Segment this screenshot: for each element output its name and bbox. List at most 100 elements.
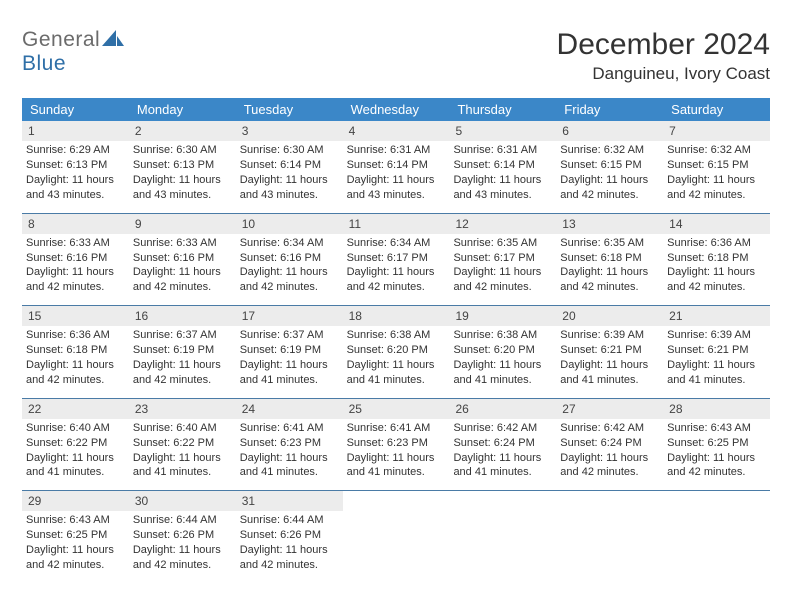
day-cell: [343, 491, 450, 583]
day-body: Sunrise: 6:38 AMSunset: 6:20 PMDaylight:…: [343, 326, 450, 397]
daylight-line: Daylight: 11 hours and 41 minutes.: [667, 358, 766, 388]
sunset-line: Sunset: 6:23 PM: [347, 436, 446, 451]
day-cell: 2Sunrise: 6:30 AMSunset: 6:13 PMDaylight…: [129, 121, 236, 213]
weekday-header: Monday: [129, 98, 236, 121]
weekday-header: Saturday: [663, 98, 770, 121]
day-body: Sunrise: 6:42 AMSunset: 6:24 PMDaylight:…: [449, 419, 556, 490]
month-title: December 2024: [557, 28, 770, 62]
sunrise-line: Sunrise: 6:41 AM: [347, 421, 446, 436]
day-number: 10: [236, 214, 343, 234]
day-body: Sunrise: 6:39 AMSunset: 6:21 PMDaylight:…: [663, 326, 770, 397]
day-cell: 23Sunrise: 6:40 AMSunset: 6:22 PMDayligh…: [129, 399, 236, 491]
day-body: Sunrise: 6:33 AMSunset: 6:16 PMDaylight:…: [22, 234, 129, 305]
daylight-line: Daylight: 11 hours and 42 minutes.: [667, 173, 766, 203]
day-number: 18: [343, 306, 450, 326]
day-cell: 7Sunrise: 6:32 AMSunset: 6:15 PMDaylight…: [663, 121, 770, 213]
day-cell: 16Sunrise: 6:37 AMSunset: 6:19 PMDayligh…: [129, 306, 236, 398]
sunset-line: Sunset: 6:24 PM: [453, 436, 552, 451]
day-cell: 30Sunrise: 6:44 AMSunset: 6:26 PMDayligh…: [129, 491, 236, 583]
day-number: 4: [343, 121, 450, 141]
daylight-line: Daylight: 11 hours and 43 minutes.: [133, 173, 232, 203]
weekday-header: Tuesday: [236, 98, 343, 121]
day-number: 5: [449, 121, 556, 141]
sunset-line: Sunset: 6:16 PM: [133, 251, 232, 266]
weekday-header: Thursday: [449, 98, 556, 121]
day-number: 29: [22, 491, 129, 511]
sunset-line: Sunset: 6:14 PM: [453, 158, 552, 173]
sunrise-line: Sunrise: 6:40 AM: [133, 421, 232, 436]
daylight-line: Daylight: 11 hours and 42 minutes.: [560, 173, 659, 203]
sunrise-line: Sunrise: 6:29 AM: [26, 143, 125, 158]
day-cell: 26Sunrise: 6:42 AMSunset: 6:24 PMDayligh…: [449, 399, 556, 491]
day-number: 8: [22, 214, 129, 234]
sunset-line: Sunset: 6:26 PM: [240, 528, 339, 543]
day-cell: 25Sunrise: 6:41 AMSunset: 6:23 PMDayligh…: [343, 399, 450, 491]
day-number: 30: [129, 491, 236, 511]
day-number: 31: [236, 491, 343, 511]
weeks: 1Sunrise: 6:29 AMSunset: 6:13 PMDaylight…: [22, 121, 770, 583]
week-row: 29Sunrise: 6:43 AMSunset: 6:25 PMDayligh…: [22, 490, 770, 583]
sunset-line: Sunset: 6:25 PM: [667, 436, 766, 451]
sunrise-line: Sunrise: 6:42 AM: [560, 421, 659, 436]
day-cell: 19Sunrise: 6:38 AMSunset: 6:20 PMDayligh…: [449, 306, 556, 398]
week-row: 1Sunrise: 6:29 AMSunset: 6:13 PMDaylight…: [22, 121, 770, 213]
day-body: Sunrise: 6:37 AMSunset: 6:19 PMDaylight:…: [129, 326, 236, 397]
sunrise-line: Sunrise: 6:35 AM: [453, 236, 552, 251]
sunrise-line: Sunrise: 6:43 AM: [26, 513, 125, 528]
daylight-line: Daylight: 11 hours and 42 minutes.: [133, 265, 232, 295]
day-cell: 13Sunrise: 6:35 AMSunset: 6:18 PMDayligh…: [556, 214, 663, 306]
day-number: 26: [449, 399, 556, 419]
day-body: Sunrise: 6:37 AMSunset: 6:19 PMDaylight:…: [236, 326, 343, 397]
day-number: 6: [556, 121, 663, 141]
sunrise-line: Sunrise: 6:39 AM: [560, 328, 659, 343]
daylight-line: Daylight: 11 hours and 42 minutes.: [26, 543, 125, 573]
day-body: Sunrise: 6:35 AMSunset: 6:18 PMDaylight:…: [556, 234, 663, 305]
sunrise-line: Sunrise: 6:36 AM: [26, 328, 125, 343]
sunrise-line: Sunrise: 6:30 AM: [240, 143, 339, 158]
day-number: 27: [556, 399, 663, 419]
day-body: Sunrise: 6:34 AMSunset: 6:17 PMDaylight:…: [343, 234, 450, 305]
sunset-line: Sunset: 6:24 PM: [560, 436, 659, 451]
day-body: Sunrise: 6:41 AMSunset: 6:23 PMDaylight:…: [343, 419, 450, 490]
day-cell: 20Sunrise: 6:39 AMSunset: 6:21 PMDayligh…: [556, 306, 663, 398]
day-body: Sunrise: 6:41 AMSunset: 6:23 PMDaylight:…: [236, 419, 343, 490]
daylight-line: Daylight: 11 hours and 42 minutes.: [667, 451, 766, 481]
sunset-line: Sunset: 6:22 PM: [133, 436, 232, 451]
day-body: Sunrise: 6:44 AMSunset: 6:26 PMDaylight:…: [236, 511, 343, 582]
daylight-line: Daylight: 11 hours and 43 minutes.: [26, 173, 125, 203]
title-block: December 2024 Danguineu, Ivory Coast: [557, 28, 770, 84]
sunset-line: Sunset: 6:21 PM: [560, 343, 659, 358]
day-body: Sunrise: 6:31 AMSunset: 6:14 PMDaylight:…: [343, 141, 450, 212]
sunset-line: Sunset: 6:20 PM: [347, 343, 446, 358]
day-number: 28: [663, 399, 770, 419]
daylight-line: Daylight: 11 hours and 41 minutes.: [560, 358, 659, 388]
day-cell: 14Sunrise: 6:36 AMSunset: 6:18 PMDayligh…: [663, 214, 770, 306]
day-number: 2: [129, 121, 236, 141]
sunset-line: Sunset: 6:26 PM: [133, 528, 232, 543]
sunset-line: Sunset: 6:18 PM: [667, 251, 766, 266]
day-number: 17: [236, 306, 343, 326]
sunset-line: Sunset: 6:13 PM: [133, 158, 232, 173]
day-cell: 6Sunrise: 6:32 AMSunset: 6:15 PMDaylight…: [556, 121, 663, 213]
sunrise-line: Sunrise: 6:31 AM: [347, 143, 446, 158]
day-cell: 8Sunrise: 6:33 AMSunset: 6:16 PMDaylight…: [22, 214, 129, 306]
logo-text: General Blue: [22, 28, 124, 76]
sunrise-line: Sunrise: 6:37 AM: [240, 328, 339, 343]
sunset-line: Sunset: 6:15 PM: [667, 158, 766, 173]
sunrise-line: Sunrise: 6:34 AM: [240, 236, 339, 251]
sunrise-line: Sunrise: 6:34 AM: [347, 236, 446, 251]
day-body: Sunrise: 6:44 AMSunset: 6:26 PMDaylight:…: [129, 511, 236, 582]
daylight-line: Daylight: 11 hours and 42 minutes.: [667, 265, 766, 295]
daylight-line: Daylight: 11 hours and 43 minutes.: [347, 173, 446, 203]
sunrise-line: Sunrise: 6:38 AM: [347, 328, 446, 343]
day-cell: 10Sunrise: 6:34 AMSunset: 6:16 PMDayligh…: [236, 214, 343, 306]
day-cell: [449, 491, 556, 583]
day-number: 14: [663, 214, 770, 234]
sunset-line: Sunset: 6:20 PM: [453, 343, 552, 358]
sunrise-line: Sunrise: 6:31 AM: [453, 143, 552, 158]
day-cell: 29Sunrise: 6:43 AMSunset: 6:25 PMDayligh…: [22, 491, 129, 583]
day-number: 23: [129, 399, 236, 419]
day-body: Sunrise: 6:31 AMSunset: 6:14 PMDaylight:…: [449, 141, 556, 212]
daylight-line: Daylight: 11 hours and 43 minutes.: [453, 173, 552, 203]
day-body: Sunrise: 6:40 AMSunset: 6:22 PMDaylight:…: [129, 419, 236, 490]
